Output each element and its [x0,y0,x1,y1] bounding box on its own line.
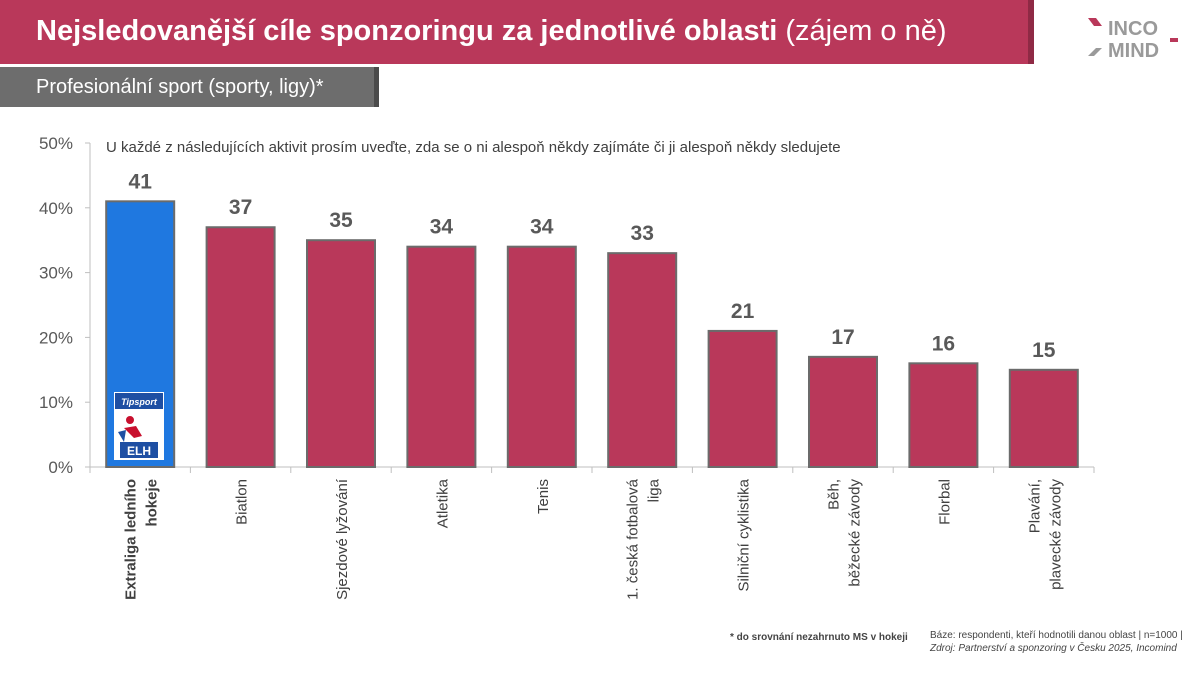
source-note: Báze: respondenti, kteří hodnotili danou… [930,629,1183,655]
x-tick-label-line: hokeje [144,479,161,527]
elh-text: ELH [127,444,151,458]
y-tick-label: 20% [39,328,73,347]
page-title: Nejsledovanější cíle sponzoringu za jedn… [36,13,947,49]
x-tick-label: Biatlon [234,479,251,525]
data-label: 34 [430,216,454,239]
x-tick-label-line: Florbal [936,479,953,525]
data-label: 16 [932,332,955,355]
y-tick-label: 0% [48,458,73,477]
footnote: * do srovnání nezahrnuto MS v hokeji [730,632,908,643]
logo-line2: MIND [1108,40,1159,60]
x-tick-label: Silniční cyklistika [736,478,753,591]
x-tick-label-line: Extraliga ledního [123,479,140,600]
x-tick-label: Florbal [936,479,953,525]
x-tick-label: Sjezdové lyžování [334,478,351,600]
bar [707,329,778,469]
title-parenthetical: (zájem o ně) [785,15,947,47]
bar [1008,368,1079,468]
title-band [0,0,1034,64]
x-tick-label: Extraliga ledního hokeje [123,479,161,600]
data-label: 41 [129,170,153,193]
bar [808,355,878,468]
y-tick-label: 40% [39,199,73,218]
x-tick-label-line: plavecké závody [1047,479,1064,590]
x-tick-label: Plavání, plavecké závody [1026,479,1064,590]
x-tick-label-line: Běh, [826,479,843,510]
data-label: 34 [530,216,554,239]
data-label: 35 [329,209,353,232]
survey-question: U každé z následujících aktivit prosím u… [106,139,841,156]
x-tick-label: Běh, běžecké závody [826,479,864,587]
incomind-logo: INCO MIND [1088,18,1178,60]
x-tick-label: Tenis [535,479,552,514]
x-tick-label-line: Biatlon [234,479,251,525]
x-tick-label-line: liga [646,478,663,502]
y-tick-label: 30% [39,264,73,283]
x-tick-label-line: Plavání, [1026,479,1043,533]
x-tick-label-line: Silniční cyklistika [736,478,753,591]
base-note: Báze: respondenti, kteří hodnotili danou… [930,630,1183,641]
bar [908,362,979,469]
title-main: Nejsledovanější cíle sponzoringu za jedn… [36,15,778,47]
x-tick-label-line: Atletika [434,478,451,528]
page-subtitle: Profesionální sport (sporty, ligy)* [36,76,324,98]
bar [506,245,577,468]
x-tick-label-line: Sjezdové lyžování [334,478,351,600]
bar [406,245,477,468]
bar [306,239,376,468]
x-tick-label-line: 1. česká fotbalová [625,478,642,600]
x-tick-label: Atletika [434,478,451,528]
x-tick-label-line: Tenis [535,479,552,514]
data-label: 17 [831,326,854,349]
logo-line1: INCO [1108,18,1158,40]
data-label: 21 [731,300,755,323]
x-tick-label-line: běžecké závody [847,479,864,587]
data-label: 37 [229,196,252,219]
y-tick-label: 10% [39,393,73,412]
x-tick-label: 1. česká fotbalová liga [625,478,663,600]
tipsport-elh-logo: Tipsport ELH [114,392,164,460]
y-tick-label: 50% [39,134,73,153]
subtitle-band [0,67,379,107]
tipsport-text: Tipsport [121,397,158,407]
source-citation: Zdroj: Partnerství a sponzoring v Česku … [930,643,1177,654]
bar [205,226,276,468]
data-label: 33 [631,222,654,245]
bar [607,252,678,468]
data-label: 15 [1032,339,1056,362]
